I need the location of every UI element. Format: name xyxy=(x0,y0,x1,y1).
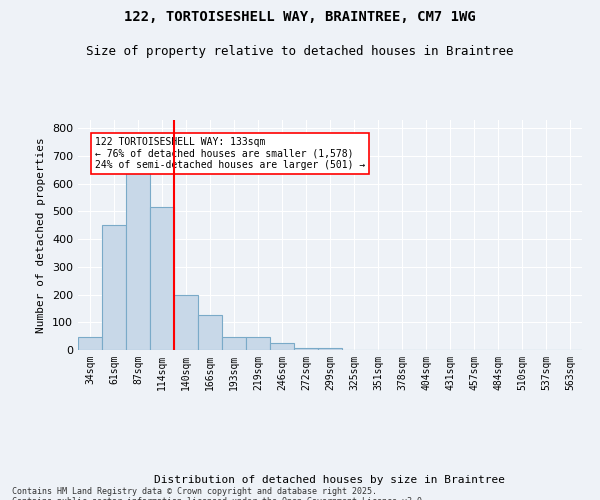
Y-axis label: Number of detached properties: Number of detached properties xyxy=(37,137,46,333)
Bar xyxy=(270,343,294,350)
Bar xyxy=(222,337,246,350)
Bar xyxy=(174,296,198,350)
Bar xyxy=(246,337,270,350)
Text: Size of property relative to detached houses in Braintree: Size of property relative to detached ho… xyxy=(86,45,514,58)
Bar xyxy=(126,166,150,350)
Bar xyxy=(102,224,126,350)
Bar xyxy=(294,348,318,350)
Text: Contains HM Land Registry data © Crown copyright and database right 2025.: Contains HM Land Registry data © Crown c… xyxy=(12,488,377,496)
Text: 122 TORTOISESHELL WAY: 133sqm
← 76% of detached houses are smaller (1,578)
24% o: 122 TORTOISESHELL WAY: 133sqm ← 76% of d… xyxy=(95,136,365,170)
Text: Contains public sector information licensed under the Open Government Licence v3: Contains public sector information licen… xyxy=(12,498,427,500)
Bar xyxy=(318,348,342,350)
Text: 122, TORTOISESHELL WAY, BRAINTREE, CM7 1WG: 122, TORTOISESHELL WAY, BRAINTREE, CM7 1… xyxy=(124,10,476,24)
Bar xyxy=(198,314,222,350)
Text: Distribution of detached houses by size in Braintree: Distribution of detached houses by size … xyxy=(155,475,505,485)
Bar xyxy=(78,336,102,350)
Bar xyxy=(150,208,174,350)
